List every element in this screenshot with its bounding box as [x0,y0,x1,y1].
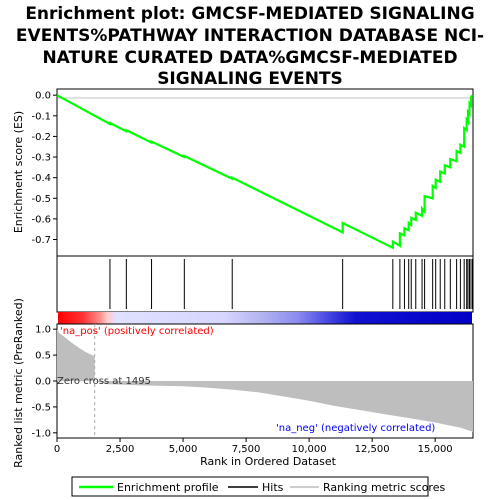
enrichment-panel: 0.0 -0.1 -0.2 -0.3 -0.4 -0.5 -0.6 -0.7 Enrichme… [12,88,474,257]
xtick-label: 15,000 [418,444,453,455]
legend-hits-label: Hits [262,481,284,494]
x-axis-label: Rank in Ordered Dataset [200,455,337,468]
rl-ytick-label: 0.0 [35,377,51,388]
es-ytick-label: -0.7 [31,235,51,246]
legend-enrichment-label: Enrichment profile [117,481,219,494]
title-line-2: EVENTS%PATHWAY INTERACTION DATABASE NCI- [16,26,484,46]
xtick-label: 10,000 [292,444,327,455]
rl-ytick-label: 1.0 [35,325,51,336]
hits-frame [56,255,474,313]
hit-marks [109,259,473,309]
ranked-list-axis-label: Ranked list metric (PreRanked) [12,298,25,468]
positive-correlation-label: 'na_pos' (positively correlated) [60,326,214,337]
es-ytick-label: -0.6 [31,214,51,225]
title-line-3: NATURE CURATED DATA%GMCSF-MEDIATED [42,48,457,68]
xtick-label: 7,500 [232,444,261,455]
xtick-label: 2,500 [106,444,135,455]
xtick-label: 12,500 [355,444,390,455]
hits-panel [56,255,474,324]
es-y-axis-ticks: 0.0 -0.1 -0.2 -0.3 -0.4 -0.5 -0.6 -0.7 [31,91,57,246]
ranking-metric-area [57,329,473,432]
es-ytick-label: -0.5 [31,194,51,205]
legend-metric-label: Ranking metric scores [323,481,445,494]
enrichment-profile-line [56,94,474,250]
rl-ytick-label: -1.0 [31,428,51,439]
title-line-1: Enrichment plot: GMCSF-MEDIATED SIGNALIN… [25,4,474,24]
ranked-list-panel: 1.0 0.5 0.0 -0.5 -1.0 0 2,500 5,000 7,500 10,000… [12,298,474,468]
es-axis-label: Enrichment score (ES) [12,111,25,233]
legend: Enrichment profile Hits Ranking metric s… [71,476,445,497]
ranked-list-x-axis-ticks: 0 2,500 5,000 7,500 10,000 12,500 15,000 [54,438,453,455]
enrichment-plot-frame [56,88,474,257]
es-ytick-label: -0.2 [31,132,51,143]
chart-title: Enrichment plot: GMCSF-MEDIATED SIGNALIN… [16,4,484,89]
title-line-4: SIGNALING EVENTS [157,69,343,89]
rl-ytick-label: 0.5 [35,351,51,362]
rank-color-bar [58,312,472,324]
zero-cross-label: Zero cross at 1495 [57,376,151,387]
es-ytick-label: -0.1 [31,111,51,122]
xtick-label: 0 [54,444,60,455]
negative-correlation-label: 'na_neg' (negatively correlated) [276,423,435,434]
ranked-list-y-axis-ticks: 1.0 0.5 0.0 -0.5 -1.0 [31,325,57,439]
es-ytick-label: -0.4 [31,173,51,184]
xtick-label: 5,000 [169,444,198,455]
rl-ytick-label: -0.5 [31,402,51,413]
es-ytick-label: -0.3 [31,153,51,164]
es-ytick-label: 0.0 [35,91,51,102]
